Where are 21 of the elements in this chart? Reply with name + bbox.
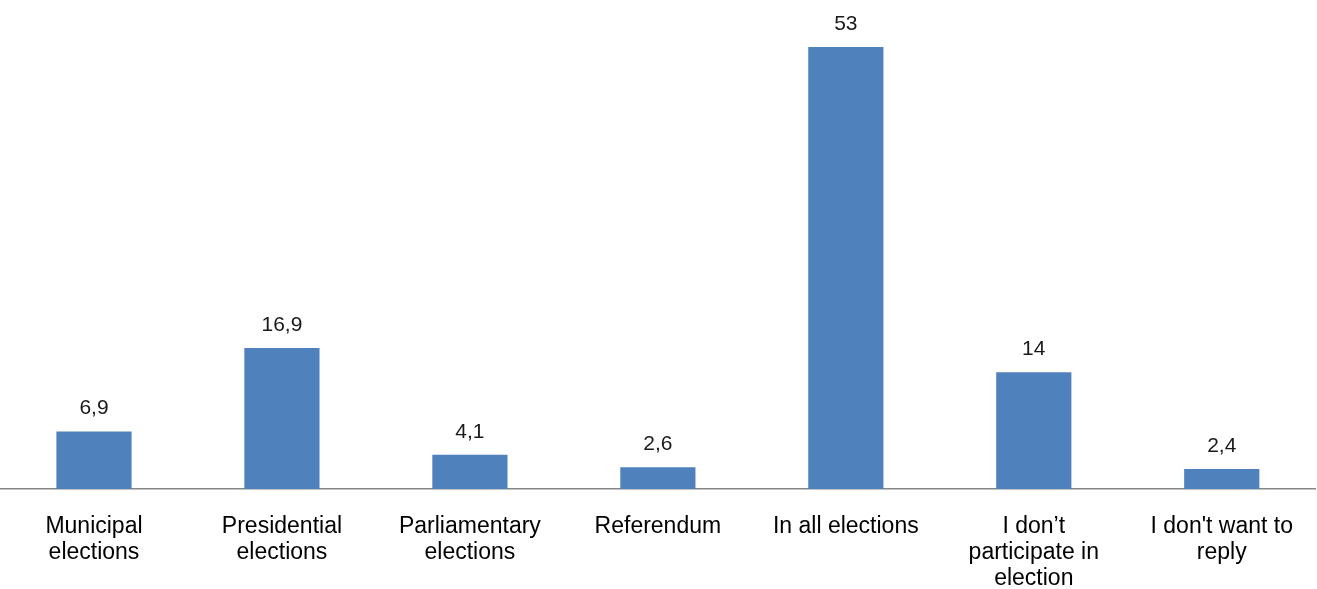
x-tick-label: Referendum <box>594 511 722 538</box>
bar <box>1184 468 1260 489</box>
x-tick-label: Municipal elections <box>45 511 143 565</box>
x-tick-label: I don’t participate in election <box>968 511 1100 589</box>
data-label: 2,4 <box>1207 432 1237 456</box>
bar <box>56 431 132 489</box>
bar <box>244 348 320 489</box>
data-label: 6,9 <box>79 395 109 419</box>
bar <box>620 467 696 489</box>
data-label: 53 <box>834 11 858 34</box>
data-label: 14 <box>1022 336 1046 360</box>
bar <box>808 47 884 489</box>
bar <box>996 372 1072 489</box>
x-tick-label: Presidential elections <box>221 511 343 565</box>
bar <box>432 454 508 489</box>
data-label: 4,1 <box>455 418 485 442</box>
data-label: 16,9 <box>261 312 303 336</box>
data-label: 2,6 <box>643 431 673 455</box>
x-tick-label: Parliamentary elections <box>398 511 542 565</box>
x-tick-label: I don't want to reply <box>1150 511 1293 565</box>
x-tick-label: In all elections <box>772 511 919 538</box>
